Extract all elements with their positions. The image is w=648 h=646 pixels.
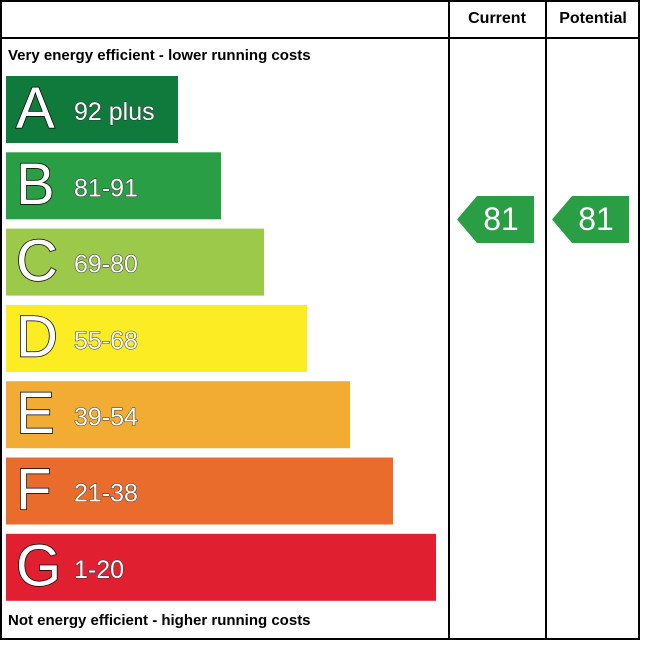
band-letter: B <box>16 152 55 217</box>
band-letter: A <box>16 76 55 141</box>
band-letter: C <box>16 228 58 293</box>
band-letter: G <box>16 534 61 599</box>
band-bar <box>6 304 307 372</box>
band-letter: D <box>16 305 58 370</box>
band-letter: F <box>16 457 51 522</box>
band-bar <box>6 76 178 143</box>
potential-rating: 81 <box>578 201 614 237</box>
band-bar <box>6 457 393 525</box>
band-range: 69-80 <box>74 251 138 279</box>
band-range: 92 plus <box>74 98 155 126</box>
band-bar <box>6 533 436 601</box>
band-bar <box>6 228 264 296</box>
bottom-label: Not energy efficient - higher running co… <box>8 612 311 629</box>
band-letter: E <box>16 381 55 446</box>
current-rating: 81 <box>483 201 519 237</box>
band-range: 39-54 <box>74 403 138 431</box>
band-range: 1-20 <box>74 556 124 584</box>
band-range: 55-68 <box>74 327 138 355</box>
band-bar <box>6 152 221 220</box>
band-range: 81-91 <box>74 174 138 202</box>
top-label: Very energy efficient - lower running co… <box>8 47 311 64</box>
frame <box>0 0 640 640</box>
header-potential: Potential <box>559 10 627 27</box>
current-arrow <box>457 196 534 243</box>
band-bar <box>6 381 350 449</box>
potential-arrow <box>552 196 629 243</box>
band-range: 21-38 <box>74 480 138 508</box>
header-current: Current <box>468 10 526 27</box>
